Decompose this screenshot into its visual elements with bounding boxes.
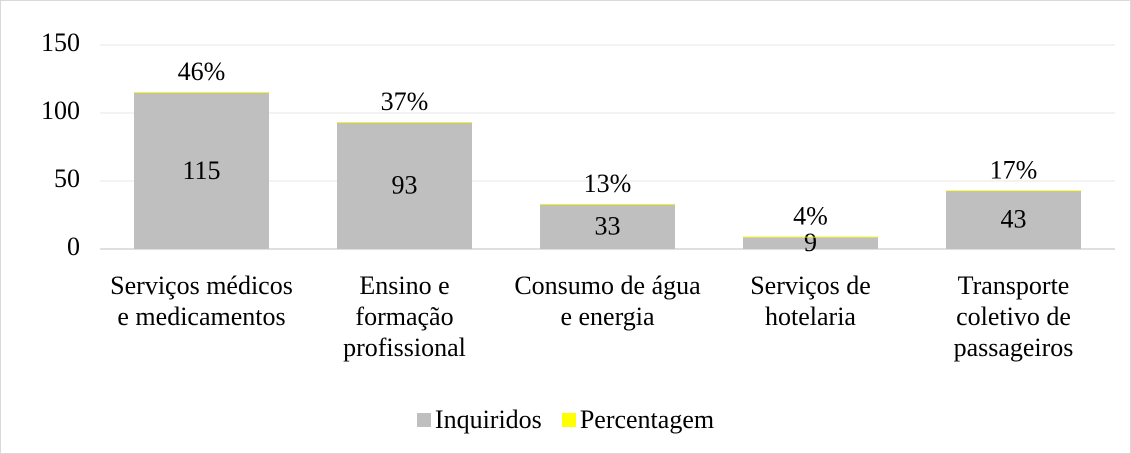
data-label: 33	[595, 212, 621, 241]
y-tick-label: 150	[41, 28, 80, 57]
data-label: 13%	[584, 169, 632, 198]
data-label: 4%	[793, 202, 828, 231]
bar-segment	[337, 122, 472, 249]
y-tick-label: 50	[54, 164, 80, 193]
data-label: 37%	[381, 87, 429, 116]
bar-segment	[743, 236, 878, 238]
y-tick-label: 100	[41, 96, 80, 125]
legend-item: Percentagem	[561, 405, 715, 435]
x-tick-label: Transporte coletivo de passageiros	[953, 271, 1074, 362]
y-tick-label: 0	[67, 232, 80, 261]
bar-segment	[743, 236, 878, 249]
bar-segment	[134, 91, 269, 93]
data-label: 115	[182, 156, 220, 185]
legend-label: Percentagem	[579, 405, 715, 434]
legend-label: Inquiridos	[434, 405, 542, 434]
x-tick-label: Consumo de água e energia	[514, 271, 701, 331]
bar-segment	[946, 190, 1081, 192]
data-label: 93	[392, 171, 418, 200]
legend-swatch	[416, 413, 431, 427]
legend-item: Inquiridos	[416, 405, 542, 435]
legend-swatch	[561, 413, 576, 427]
legend: Inquiridos Percentagem	[0, 404, 1131, 435]
bar-segment	[134, 92, 269, 249]
bar-segment	[540, 203, 675, 205]
x-tick-label: Serviços médicos e medicamentos	[110, 271, 293, 331]
data-label: 43	[1001, 205, 1027, 234]
bar-segment	[946, 190, 1081, 249]
x-tick-label: Serviços de hotelaria	[750, 271, 871, 331]
bar-segment	[540, 204, 675, 249]
x-tick-label: Ensino e formação profissional	[343, 271, 466, 362]
data-label: 17%	[990, 155, 1038, 184]
data-label: 9	[804, 228, 817, 257]
data-label: 46%	[178, 57, 226, 86]
bar-segment	[337, 122, 472, 123]
